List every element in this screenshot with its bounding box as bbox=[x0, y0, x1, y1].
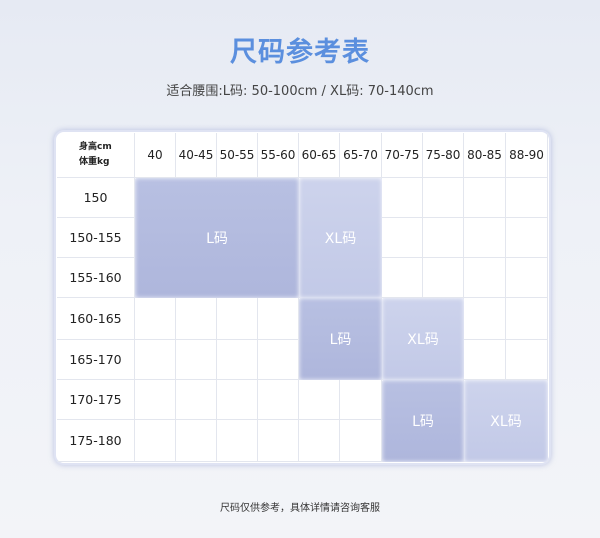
page-title: 尺码参考表 bbox=[230, 37, 370, 68]
grid-cell bbox=[340, 420, 382, 462]
grid-cell bbox=[299, 380, 340, 420]
size-l-block: L码 bbox=[299, 298, 382, 380]
grid-cell bbox=[464, 258, 506, 298]
weight-column-header: 40-45 bbox=[176, 133, 217, 178]
grid-cell bbox=[464, 178, 506, 218]
size-xl-block: XL码 bbox=[299, 178, 382, 298]
height-unit-label: 身高cm bbox=[79, 142, 112, 152]
weight-column-header: 50-55 bbox=[217, 133, 258, 178]
height-row-header: 150-155 bbox=[57, 218, 135, 258]
grid-cell bbox=[258, 420, 299, 462]
weight-column-header: 80-85 bbox=[464, 133, 506, 178]
grid-cell bbox=[423, 178, 464, 218]
size-l-block: L码 bbox=[135, 178, 299, 298]
grid-cell bbox=[217, 380, 258, 420]
grid-cell bbox=[135, 420, 176, 462]
grid-cell bbox=[135, 380, 176, 420]
height-row-header: 160-165 bbox=[57, 298, 135, 340]
grid-cell bbox=[382, 218, 423, 258]
grid-cell bbox=[135, 340, 176, 380]
weight-column-header: 65-70 bbox=[340, 133, 382, 178]
weight-column-header: 55-60 bbox=[258, 133, 299, 178]
grid-cell bbox=[464, 340, 506, 380]
grid-cell bbox=[135, 298, 176, 340]
grid-cell bbox=[464, 298, 506, 340]
grid-cell bbox=[506, 218, 548, 258]
height-row-header: 155-160 bbox=[57, 258, 135, 298]
size-l-block: L码 bbox=[382, 380, 464, 462]
grid-cell bbox=[423, 258, 464, 298]
grid-cell bbox=[176, 380, 217, 420]
size-chart-table: 身高cm 体重kg 40 40-45 50-55 55-60 60-65 65-70 70-… bbox=[57, 133, 548, 462]
weight-column-header: 70-75 bbox=[382, 133, 423, 178]
grid-cell bbox=[464, 218, 506, 258]
grid-cell bbox=[217, 298, 258, 340]
grid-cell bbox=[176, 340, 217, 380]
size-xl-block: XL码 bbox=[464, 380, 548, 462]
waist-fit-subtitle: 适合腰围:L码: 50-100cm / XL码: 70-140cm bbox=[166, 84, 434, 99]
grid-cell bbox=[299, 420, 340, 462]
grid-cell bbox=[506, 178, 548, 218]
grid-cell bbox=[176, 298, 217, 340]
grid-cell bbox=[382, 258, 423, 298]
weight-column-header: 88-90 bbox=[506, 133, 548, 178]
height-row-header: 165-170 bbox=[57, 340, 135, 380]
grid-cell bbox=[382, 178, 423, 218]
size-xl-block: XL码 bbox=[382, 298, 464, 380]
height-row-header: 170-175 bbox=[57, 380, 135, 420]
grid-cell bbox=[217, 340, 258, 380]
grid-cell bbox=[258, 298, 299, 340]
grid-cell bbox=[506, 340, 548, 380]
grid-cell bbox=[176, 420, 217, 462]
grid-cell bbox=[506, 258, 548, 298]
height-row-header: 150 bbox=[57, 178, 135, 218]
weight-column-header: 75-80 bbox=[423, 133, 464, 178]
weight-column-header: 40 bbox=[135, 133, 176, 178]
weight-column-header: 60-65 bbox=[299, 133, 340, 178]
corner-header: 身高cm 体重kg bbox=[57, 133, 135, 178]
grid-cell bbox=[340, 380, 382, 420]
grid-cell bbox=[506, 298, 548, 340]
weight-unit-label: 体重kg bbox=[79, 157, 110, 167]
footer-note: 尺码仅供参考，具体详情请咨询客服 bbox=[220, 503, 380, 514]
grid-cell bbox=[258, 380, 299, 420]
grid-cell bbox=[217, 420, 258, 462]
grid-cell bbox=[423, 218, 464, 258]
height-row-header: 175-180 bbox=[57, 420, 135, 462]
grid-cell bbox=[258, 340, 299, 380]
